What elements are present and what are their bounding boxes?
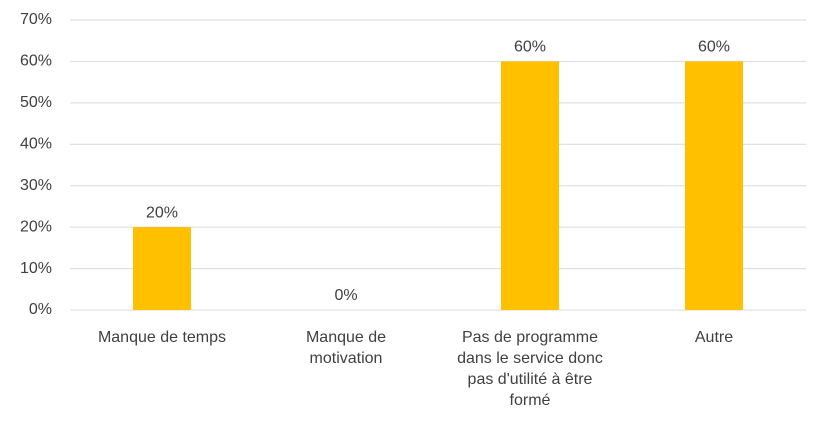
- y-tick-label: 20%: [20, 218, 52, 235]
- data-label: 60%: [698, 39, 730, 56]
- x-tick-label: Manque de temps: [97, 329, 227, 346]
- y-tick-label: 70%: [20, 11, 52, 28]
- bar: [133, 227, 191, 310]
- x-tick-label: Manque de motivation: [305, 329, 387, 367]
- y-tick-label: 0%: [29, 301, 52, 318]
- y-tick-label: 10%: [20, 260, 52, 277]
- y-tick-label: 60%: [20, 53, 52, 70]
- x-tick-label: Pas de programme dans le service donc pa…: [457, 329, 603, 409]
- y-tick-label: 30%: [20, 177, 52, 194]
- y-tick-label: 50%: [20, 94, 52, 111]
- bar: [685, 61, 743, 310]
- data-label: 0%: [334, 287, 357, 304]
- bar: [501, 61, 559, 310]
- data-label: 20%: [146, 204, 178, 221]
- data-label: 60%: [514, 39, 546, 56]
- y-tick-label: 40%: [20, 136, 52, 153]
- x-tick-label: Autre: [694, 329, 734, 346]
